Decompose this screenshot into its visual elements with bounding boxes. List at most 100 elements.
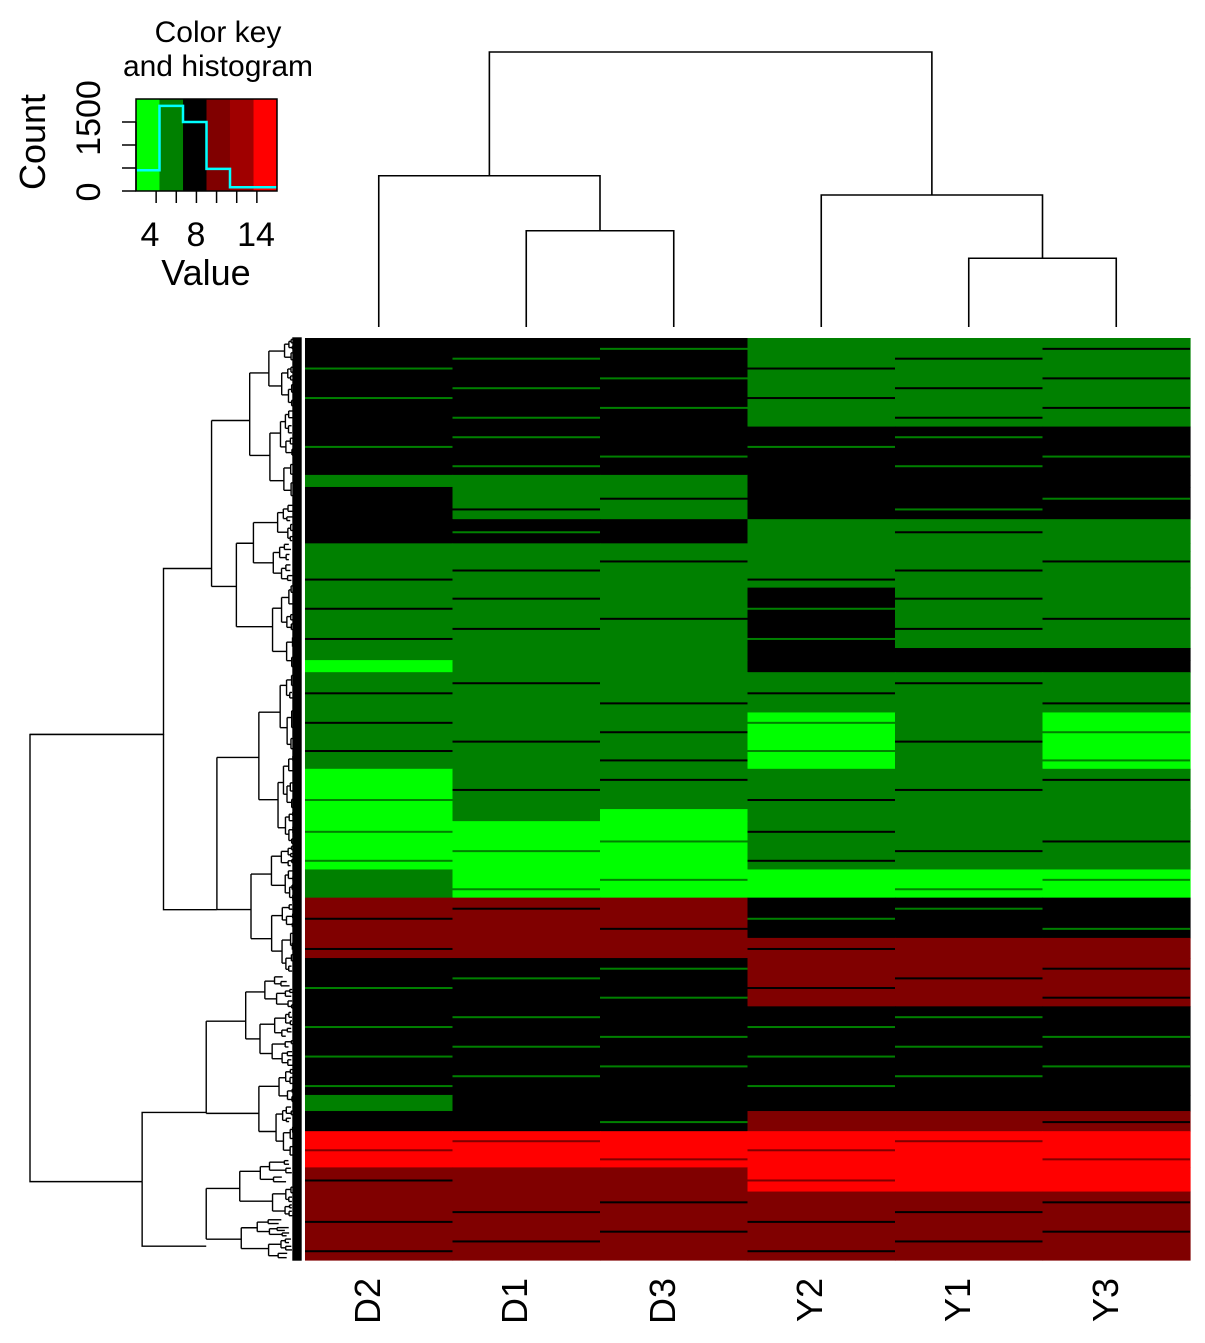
- heatmap-cell-d2-band-8: [305, 648, 454, 661]
- heatmap-stripe: [895, 416, 1043, 419]
- heatmap-cell-y2-band-14: [747, 821, 896, 871]
- heatmap-cell-y1-band-13: [895, 809, 1044, 822]
- heatmap-cell-y2-band-8: [747, 648, 896, 661]
- heatmap-cell-d3-band-15: [600, 869, 749, 899]
- heatmap-cell-d1-band-9: [452, 660, 601, 673]
- heatmap-stripe: [895, 888, 1043, 891]
- heatmap-cell-y3-band-8: [1042, 648, 1191, 661]
- heatmap-cell-y1-band-24: [895, 1191, 1044, 1261]
- heatmap-cell-d1-band-19: [452, 1006, 601, 1096]
- heatmap-stripe: [600, 1065, 748, 1068]
- heatmap-stripe: [747, 799, 895, 801]
- heatmap-stripe: [1042, 702, 1190, 705]
- heatmap-stripe: [305, 637, 453, 640]
- heatmap-cell-d2-band-13: [305, 809, 454, 822]
- heatmap-cell-y3-band-22: [1042, 1131, 1191, 1168]
- heatmap-cell-y2-band-20: [747, 1094, 896, 1112]
- heatmap-cell-d3-band-9: [600, 660, 749, 673]
- heatmap-stripe: [600, 702, 748, 705]
- heatmap-stripe: [895, 597, 1043, 600]
- heatmap-grid: [305, 338, 1191, 1261]
- heatmap-stripe: [1042, 878, 1190, 881]
- heatmap-cell-d1-band-13: [452, 809, 601, 822]
- column-dendrogram: [377, 51, 1118, 327]
- color-key-axes: [122, 98, 278, 203]
- heatmap-stripe: [452, 850, 600, 853]
- heatmap-cell-d1-band-24: [452, 1191, 601, 1261]
- color-key-xtick-4: 4: [141, 216, 160, 254]
- heatmap-stripe: [895, 1045, 1043, 1048]
- heatmap-cell-y1-band-20: [895, 1094, 1044, 1112]
- heatmap-stripe: [305, 1055, 453, 1058]
- heatmap-stripe: [452, 907, 600, 910]
- heatmap-cell-d3-band-13: [600, 809, 749, 822]
- heatmap-stripe: [1042, 840, 1190, 843]
- heatmap-cell-y2-band-6: [747, 551, 896, 589]
- heatmap-cell-d1-band-8: [452, 648, 601, 661]
- heatmap-cell-d3-band-17: [600, 937, 749, 959]
- column-dendrogram-link-1: [967, 257, 1118, 327]
- heatmap-cell-y3-band-6: [1042, 551, 1191, 589]
- heatmap-cell-y2-band-5: [747, 543, 896, 552]
- heatmap-stripe: [747, 445, 895, 448]
- heatmap-cell-d3-band-16: [600, 897, 749, 939]
- heatmap-stripe: [600, 455, 748, 458]
- heatmap-stripe: [895, 1211, 1043, 1214]
- heatmap-cell-d1-band-1: [452, 426, 601, 476]
- column-label-d2: D2: [347, 1278, 388, 1324]
- heatmap-stripe: [600, 1158, 748, 1161]
- column-labels: D2 D1 D3 Y2 Y1 Y3: [347, 1278, 1126, 1324]
- heatmap-cell-d2-band-15: [305, 869, 454, 899]
- heatmap-stripe: [600, 996, 748, 999]
- heatmap-stripe: [747, 1220, 895, 1223]
- heatmap-cell-d1-band-2: [452, 474, 601, 488]
- heatmap-stripe: [895, 436, 1043, 439]
- heatmap-stripe: [1042, 1201, 1190, 1204]
- heatmap-cell-y3-band-5: [1042, 543, 1191, 552]
- heatmap-cell-d3-band-18: [600, 958, 749, 1007]
- color-key-cell-5: [253, 99, 278, 191]
- heatmap-cell-y1-band-8: [895, 648, 1044, 661]
- color-key-title-line2: and histogram: [123, 50, 313, 83]
- heatmap-cell-d2-band-24: [305, 1191, 454, 1261]
- heatmap-cell-d1-band-20: [452, 1094, 601, 1112]
- heatmap-stripe: [895, 387, 1043, 390]
- heatmap-stripe: [895, 682, 1043, 685]
- heatmap-cell-y3-band-3: [1042, 486, 1191, 520]
- heatmap-cell-y1-band-23: [895, 1167, 1044, 1193]
- heatmap-cell-y1-band-9: [895, 660, 1044, 673]
- color-key-ytick-0: 0: [70, 183, 108, 202]
- heatmap-stripe: [600, 840, 748, 843]
- heatmap-stripe: [747, 1179, 895, 1182]
- heatmap-cell-y1-band-22: [895, 1131, 1044, 1168]
- heatmap-stripe: [895, 850, 1043, 853]
- color-key-cell-1: [159, 99, 184, 191]
- heatmap-stripe: [747, 917, 895, 920]
- heatmap-cell-d1-band-0: [452, 338, 601, 428]
- heatmap-stripe: [895, 788, 1043, 791]
- heatmap-stripe: [305, 692, 453, 695]
- heatmap-cell-d2-band-4: [305, 519, 454, 544]
- heatmap-cell-d3-band-10: [600, 672, 749, 714]
- heatmap-cell-d2-band-0: [305, 338, 454, 428]
- heatmap-stripe: [305, 917, 453, 920]
- column-label-y2: Y2: [789, 1278, 830, 1322]
- heatmap-stripe: [747, 947, 895, 950]
- heatmap-cell-y2-band-24: [747, 1191, 896, 1261]
- heatmap-cell-d3-band-2: [600, 474, 749, 488]
- heatmap-cell-d2-band-12: [305, 768, 454, 810]
- heatmap-stripe: [747, 1149, 895, 1152]
- heatmap-stripe: [895, 531, 1043, 534]
- heatmap-stripe: [747, 987, 895, 990]
- heatmap-stripe: [1042, 778, 1190, 781]
- heatmap-stripe: [895, 465, 1043, 468]
- heatmap-stripe: [452, 740, 600, 743]
- heatmap-cell-y2-band-11: [747, 712, 896, 770]
- heatmap-cell-y3-band-4: [1042, 519, 1191, 544]
- heatmap-stripe: [305, 1179, 453, 1182]
- heatmap-cell-d2-band-5: [305, 543, 454, 552]
- heatmap-cell-y2-band-3: [747, 486, 896, 520]
- heatmap-stripe: [305, 830, 453, 833]
- heatmap-stripe: [305, 445, 453, 448]
